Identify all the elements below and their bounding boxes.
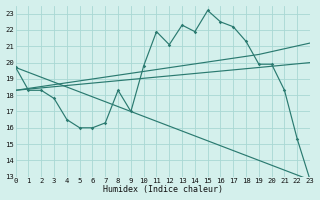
X-axis label: Humidex (Indice chaleur): Humidex (Indice chaleur) bbox=[103, 185, 223, 194]
